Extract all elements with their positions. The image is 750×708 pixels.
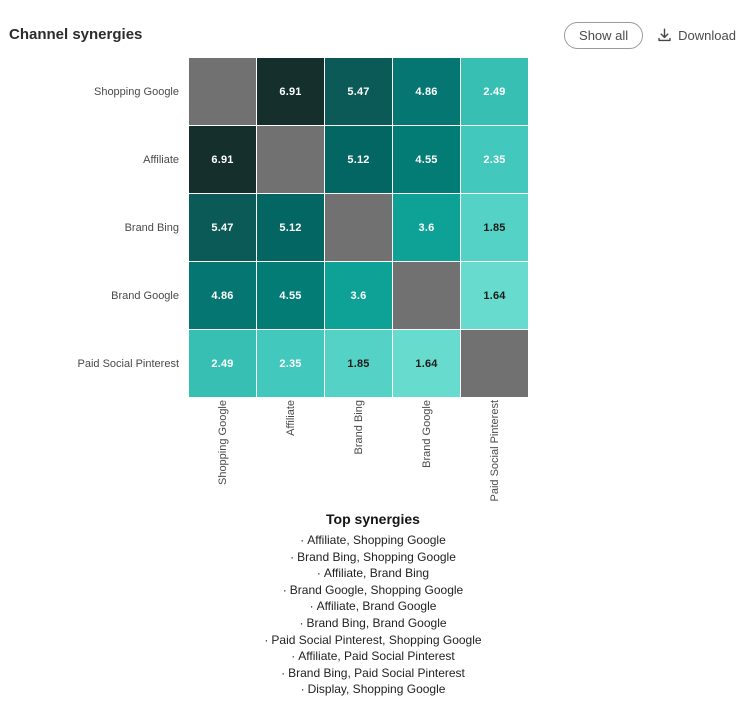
heatmap-row-label: Shopping Google xyxy=(93,85,179,98)
heatmap-cell-value: 2.49 xyxy=(483,85,506,98)
heatmap-cell-value: 5.47 xyxy=(347,85,370,98)
heatmap-cell[interactable]: 2.49 xyxy=(461,58,528,125)
heatmap-cell-value: 3.6 xyxy=(350,289,367,302)
top-synergies-title: Top synergies xyxy=(326,511,420,527)
heatmap-col-label: Brand Bing xyxy=(352,400,365,455)
heatmap-col-label: Paid Social Pinterest xyxy=(488,400,501,502)
bullet-glyph: · xyxy=(299,615,304,630)
synergy-item-text: Affiliate, Paid Social Pinterest xyxy=(298,649,455,664)
heatmap-cell[interactable]: 4.86 xyxy=(393,58,460,125)
download-label: Download xyxy=(678,28,736,43)
heatmap-grid: 6.91 5.47 4.86 2.49 6.91 5.12 4.55 2.35 5.47 5.12… xyxy=(189,58,528,397)
synergy-list-item: · Affiliate, Paid Social Pinterest xyxy=(0,648,746,665)
heatmap-cell-diagonal xyxy=(257,126,324,193)
heatmap-cell-value: 1.85 xyxy=(347,357,370,370)
heatmap-cell[interactable]: 6.91 xyxy=(257,58,324,125)
heatmap-cell-value: 5.47 xyxy=(211,221,234,234)
heatmap-cell[interactable]: 1.64 xyxy=(461,262,528,329)
heatmap-cell[interactable]: 2.35 xyxy=(461,126,528,193)
heatmap-cell[interactable]: 5.47 xyxy=(325,58,392,125)
synergy-item-text: Paid Social Pinterest, Shopping Google xyxy=(271,632,482,647)
synergy-list-item: · Affiliate, Brand Bing xyxy=(0,565,746,582)
heatmap-cell[interactable]: 2.35 xyxy=(257,330,324,397)
heatmap-cell-diagonal xyxy=(325,194,392,261)
heatmap-cell[interactable]: 1.85 xyxy=(325,330,392,397)
synergy-item-text: Affiliate, Shopping Google xyxy=(307,533,446,547)
heatmap-cell[interactable]: 3.6 xyxy=(393,194,460,261)
bullet-glyph: · xyxy=(309,599,314,614)
heatmap-col-label: Affiliate xyxy=(284,400,297,436)
bullet-glyph: · xyxy=(291,649,296,664)
heatmap-cell-value: 1.64 xyxy=(415,357,438,370)
bullet-glyph: · xyxy=(300,533,305,547)
bullet-glyph: · xyxy=(282,582,287,597)
show-all-button[interactable]: Show all xyxy=(564,22,644,49)
heatmap-cell[interactable]: 5.47 xyxy=(189,194,256,261)
heatmap-cell[interactable]: 1.64 xyxy=(393,330,460,397)
bullet-glyph: · xyxy=(281,665,286,680)
heatmap-cell[interactable]: 4.86 xyxy=(189,262,256,329)
download-icon xyxy=(657,28,672,43)
bullet-glyph: · xyxy=(316,566,321,581)
top-synergies-list: · Affiliate, Shopping Google · Brand Bing, … xyxy=(0,532,746,698)
heatmap-cell[interactable]: 4.55 xyxy=(257,262,324,329)
heatmap-row-label: Affiliate xyxy=(143,153,179,166)
heatmap-cell-value: 2.49 xyxy=(211,357,234,370)
synergy-item-text: Brand Bing, Brand Google xyxy=(306,615,447,630)
heatmap-cell-value: 6.91 xyxy=(279,85,302,98)
heatmap-cell-value: 4.86 xyxy=(415,85,438,98)
heatmap-cell-diagonal xyxy=(461,330,528,397)
heatmap-row-label: Brand Google xyxy=(111,289,179,302)
heatmap-cell-value: 3.6 xyxy=(418,221,435,234)
bullet-glyph: · xyxy=(300,682,305,697)
heatmap-col-label: Shopping Google xyxy=(216,400,229,486)
synergy-item-text: Affiliate, Brand Google xyxy=(316,599,437,614)
heatmap-col-labels: Shopping Google Affiliate Brand Bing Brand … xyxy=(189,400,528,502)
heatmap-cell-diagonal xyxy=(189,58,256,125)
heatmap-cell[interactable]: 1.85 xyxy=(461,194,528,261)
heatmap-col-label: Brand Google xyxy=(420,400,433,468)
heatmap-cell[interactable]: 2.49 xyxy=(189,330,256,397)
synergy-item-text: Brand Bing, Shopping Google xyxy=(297,549,456,564)
heatmap-cell-value: 4.55 xyxy=(415,153,438,166)
heatmap-cell-value: 4.86 xyxy=(211,289,234,302)
heatmap-cell[interactable]: 5.12 xyxy=(257,194,324,261)
top-synergies-section: Top synergies · Affiliate, Shopping Googl… xyxy=(0,511,746,698)
synergy-item-text: Display, Shopping Google xyxy=(307,682,446,697)
synergy-list-item: · Brand Bing, Shopping Google xyxy=(0,549,746,566)
bullet-glyph: · xyxy=(290,549,295,564)
heatmap-cell-value: 2.35 xyxy=(483,153,506,166)
heatmap-row-label: Brand Bing xyxy=(124,221,179,234)
synergy-list-item: · Affiliate, Brand Google xyxy=(0,598,746,615)
heatmap-cell-value: 1.85 xyxy=(483,221,506,234)
heatmap-cell-value: 5.12 xyxy=(279,221,302,234)
synergy-item-text: Brand Google, Shopping Google xyxy=(289,582,464,597)
heatmap-cell[interactable]: 5.12 xyxy=(325,126,392,193)
heatmap-cell-value: 6.91 xyxy=(211,153,234,166)
heatmap-cell-value: 4.55 xyxy=(279,289,302,302)
heatmap-cell[interactable]: 6.91 xyxy=(189,126,256,193)
header-actions: Show all Download xyxy=(564,22,736,49)
synergy-item-text: Brand Bing, Paid Social Pinterest xyxy=(288,665,465,680)
heatmap-cell-diagonal xyxy=(393,262,460,329)
synergy-list-item: · Affiliate, Shopping Google xyxy=(0,532,746,549)
heatmap-cell[interactable]: 4.55 xyxy=(393,126,460,193)
synergy-item-text: Affiliate, Brand Bing xyxy=(323,566,430,581)
synergy-list-item: · Brand Google, Shopping Google xyxy=(0,582,746,599)
synergy-list-item: · Display, Shopping Google xyxy=(0,681,746,698)
synergy-list-item: · Brand Bing, Paid Social Pinterest xyxy=(0,665,746,682)
synergy-list-item: · Paid Social Pinterest, Shopping Google xyxy=(0,632,746,649)
page-title: Channel synergies xyxy=(9,26,143,43)
heatmap-cell-value: 5.12 xyxy=(347,153,370,166)
bullet-glyph: · xyxy=(264,632,269,647)
heatmap-cell-value: 2.35 xyxy=(279,357,302,370)
heatmap-cell[interactable]: 3.6 xyxy=(325,262,392,329)
heatmap-cell-value: 1.64 xyxy=(483,289,506,302)
synergy-list-item: · Brand Bing, Brand Google xyxy=(0,615,746,632)
download-button[interactable]: Download xyxy=(657,28,736,43)
heatmap-row-labels: Shopping Google Affiliate Brand Bing Brand … xyxy=(0,58,180,398)
heatmap-row-label: Paid Social Pinterest xyxy=(77,357,180,370)
